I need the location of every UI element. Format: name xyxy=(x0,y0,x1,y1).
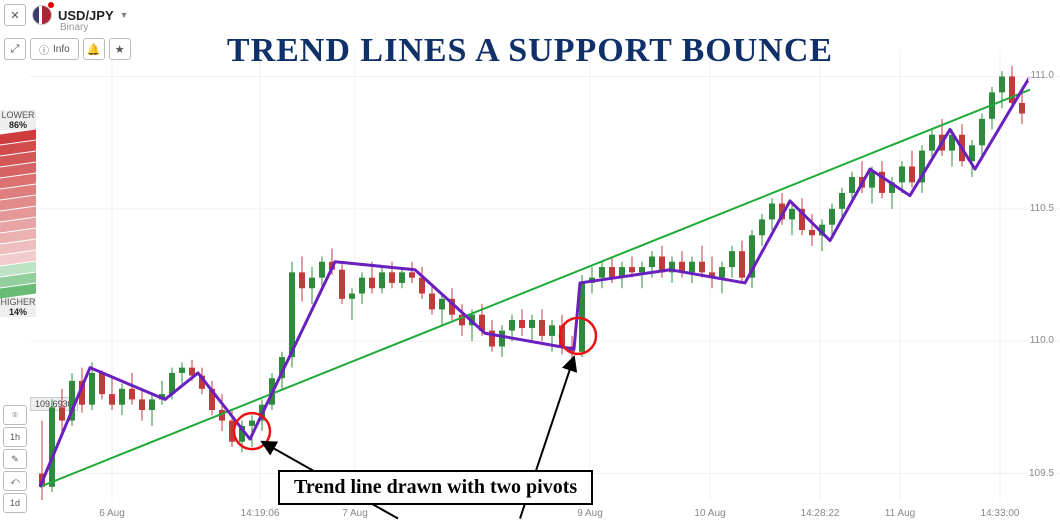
favorite-button[interactable]: ★ xyxy=(109,38,131,60)
x-axis-label: 14:33:00 xyxy=(981,508,1020,519)
x-axis-label: 7 Aug xyxy=(342,508,368,519)
candle-style-button[interactable]: ⌾ xyxy=(3,405,27,425)
sentiment-higher-pct: 14% xyxy=(0,307,36,317)
chevron-down-icon[interactable]: ▼ xyxy=(120,10,129,20)
x-axis-label: 6 Aug xyxy=(99,508,125,519)
y-axis-label: 110.5 xyxy=(1028,203,1056,214)
x-axis-label: 11 Aug xyxy=(885,508,915,519)
x-axis-label: 9 Aug xyxy=(577,508,603,519)
sentiment-meter: LOWER 86% HIGHER 14% xyxy=(0,110,36,319)
info-label: Info xyxy=(53,44,70,55)
expand-button[interactable]: ⤢ xyxy=(4,38,26,60)
timeframe-1h-button[interactable]: 1h xyxy=(3,427,27,447)
alert-button[interactable]: 🔔 xyxy=(83,38,105,60)
draw-tool-button[interactable]: ✎ xyxy=(3,449,27,469)
price-chart[interactable] xyxy=(0,0,1060,523)
info-icon: ⓘ xyxy=(39,42,49,57)
pair-label[interactable]: USD/JPY xyxy=(58,8,114,23)
pair-flag-icon xyxy=(32,5,52,25)
info-button[interactable]: ⓘ Info xyxy=(30,38,79,60)
close-button[interactable]: ✕ xyxy=(4,4,26,26)
sentiment-higher-label: HIGHER xyxy=(0,297,36,307)
pivot-circle xyxy=(560,318,596,354)
annotation-box: Trend line drawn with two pivots xyxy=(278,470,593,505)
star-icon: ★ xyxy=(115,43,125,56)
undo-button[interactable]: ⤺ xyxy=(3,471,27,491)
sentiment-lower-label: LOWER xyxy=(0,110,36,120)
trend-line xyxy=(40,90,1030,487)
bell-icon: 🔔 xyxy=(87,43,101,56)
timeframe-1d-button[interactable]: 1d xyxy=(3,493,27,513)
page-title: TREND LINES A SUPPORT BOUNCE xyxy=(0,32,1060,70)
y-axis-label: 109.5 xyxy=(1027,468,1056,479)
y-axis-label: 110.0 xyxy=(1028,335,1056,346)
x-axis-label: 14:19:06 xyxy=(241,508,280,519)
zigzag-indicator xyxy=(40,76,1030,486)
x-axis-label: 14:28:22 xyxy=(801,508,840,519)
y-axis-label: 111.0 xyxy=(1028,70,1056,81)
sentiment-lower-pct: 86% xyxy=(0,120,36,130)
x-axis-label: 10 Aug xyxy=(694,508,725,519)
